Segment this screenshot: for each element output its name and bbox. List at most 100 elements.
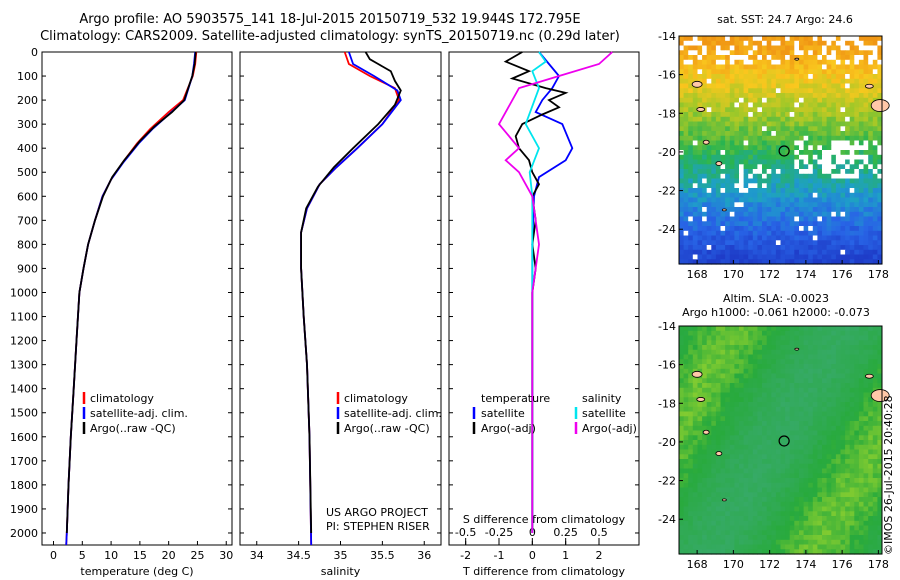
- map-cell: [702, 131, 708, 137]
- map-cell: [679, 473, 685, 479]
- map-cell: [702, 326, 708, 332]
- map-cell: [771, 463, 777, 470]
- map-cell: [752, 497, 758, 503]
- map-cell: [757, 183, 763, 189]
- map-cell: [679, 449, 685, 455]
- map-cell: [702, 454, 708, 460]
- map-cell: [854, 497, 860, 503]
- map-cell: [734, 216, 740, 222]
- map-cell: [872, 116, 878, 123]
- map-cell: [697, 440, 703, 446]
- map-cell: [775, 78, 781, 85]
- map-cell: [743, 378, 749, 384]
- map-cell: [799, 173, 805, 180]
- island-shape: [691, 80, 703, 88]
- map-cell: [803, 364, 809, 370]
- map-cell: [849, 55, 855, 61]
- map-cell: [702, 416, 708, 422]
- map-cell: [688, 478, 694, 484]
- map-cell: [739, 520, 745, 527]
- map-cell: [803, 169, 809, 175]
- map-cell: [757, 259, 763, 265]
- map-cell: [739, 254, 745, 260]
- map-cell: [803, 55, 809, 61]
- map-cell: [831, 449, 837, 455]
- map-cell: [817, 230, 823, 237]
- map-cell: [812, 330, 818, 337]
- map-cell: [757, 135, 763, 142]
- map-cell: [799, 140, 805, 146]
- map-cell: [743, 154, 749, 161]
- map-cell: [688, 364, 694, 370]
- map-cell: [854, 173, 860, 180]
- argo-position-marker: [778, 145, 790, 157]
- map-cell: [702, 207, 708, 213]
- map-cell: [775, 349, 781, 356]
- map-cell: [706, 468, 712, 474]
- map-cell: [868, 511, 874, 517]
- map-cell: [739, 45, 745, 51]
- map-cell: [697, 354, 703, 360]
- map-cell: [692, 249, 698, 256]
- map-cell: [831, 259, 837, 265]
- map-cell: [711, 226, 717, 232]
- map-cell: [729, 221, 735, 227]
- map-cell: [799, 444, 805, 451]
- map-cell: [863, 230, 869, 237]
- map-cell: [863, 197, 869, 203]
- map-cell: [854, 444, 860, 451]
- map-cell: [845, 425, 851, 432]
- map-cell: [817, 235, 823, 241]
- map-cell: [835, 50, 841, 56]
- map-cell: [840, 525, 846, 531]
- map-cell: [854, 359, 860, 365]
- map-cell: [757, 140, 763, 146]
- map-cell: [739, 183, 745, 189]
- map-cell: [771, 36, 777, 42]
- map-cell: [683, 520, 689, 527]
- map-cell: [835, 126, 841, 132]
- map-cell: [734, 121, 740, 127]
- map-cell: [845, 55, 851, 61]
- map-cell: [863, 131, 869, 137]
- map-cell: [789, 525, 795, 531]
- map-cell: [757, 145, 763, 151]
- map-cell: [762, 492, 768, 498]
- map-cell: [863, 326, 869, 332]
- map-cell: [849, 159, 855, 165]
- map-cell: [688, 330, 694, 337]
- map-cell: [752, 454, 758, 460]
- map-cell: [734, 449, 740, 455]
- map-cell: [822, 340, 828, 346]
- map-cell: [766, 169, 772, 175]
- map-cell: [766, 530, 772, 536]
- map-cell: [826, 411, 832, 417]
- map-cell: [789, 164, 795, 170]
- map-cell: [854, 178, 860, 184]
- map-cell: [692, 492, 698, 498]
- map-cell: [799, 254, 805, 260]
- map-cell: [808, 387, 814, 394]
- map-cell: [877, 131, 883, 137]
- map-cell: [803, 402, 809, 408]
- map-cell: [720, 383, 726, 389]
- map-cell: [725, 64, 731, 70]
- map-cell: [845, 468, 851, 474]
- map-cell: [706, 211, 712, 218]
- map-cell: [877, 50, 883, 56]
- map-cell: [803, 383, 809, 389]
- map-cell: [803, 245, 809, 251]
- map-cell: [679, 364, 685, 370]
- map-cell: [858, 411, 864, 417]
- map-cell: [812, 454, 818, 460]
- map-cell: [826, 55, 832, 61]
- map-cell: [702, 406, 708, 413]
- map-cell: [739, 116, 745, 123]
- map-cell: [817, 473, 823, 479]
- map-cell: [808, 368, 814, 375]
- map-cell: [715, 463, 721, 470]
- map-cell: [762, 349, 768, 356]
- map-cell: [840, 444, 846, 451]
- map-cell: [840, 416, 846, 422]
- map-cell: [803, 468, 809, 474]
